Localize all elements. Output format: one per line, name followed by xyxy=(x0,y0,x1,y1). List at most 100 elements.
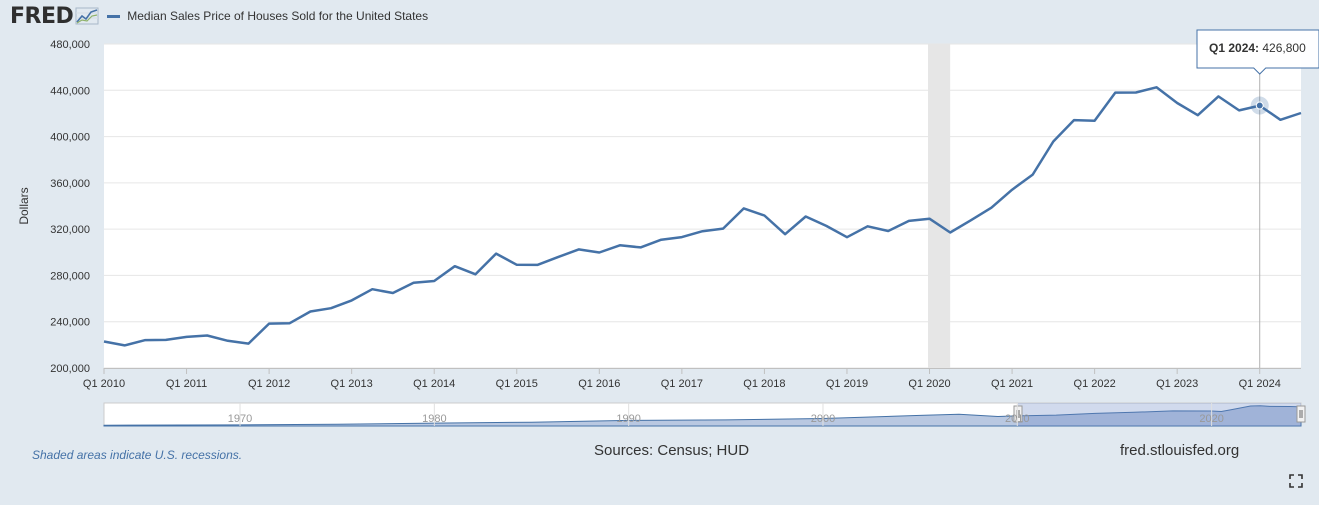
data-point[interactable] xyxy=(1195,112,1201,118)
data-point[interactable] xyxy=(472,271,478,277)
series-line xyxy=(103,86,1302,347)
hover-point xyxy=(1255,101,1264,110)
legend-swatch xyxy=(107,14,121,18)
data-point[interactable] xyxy=(390,290,396,296)
data-point[interactable] xyxy=(534,262,540,268)
data-point[interactable] xyxy=(431,278,437,284)
data-point[interactable] xyxy=(1092,118,1098,124)
data-point[interactable] xyxy=(142,337,148,343)
x-tick-label: Q1 2013 xyxy=(331,378,373,390)
data-point[interactable] xyxy=(514,262,520,268)
x-tick-label: Q1 2021 xyxy=(991,378,1033,390)
data-point[interactable] xyxy=(1112,90,1118,96)
data-point[interactable] xyxy=(328,305,334,311)
x-tick-label: Q1 2020 xyxy=(908,378,950,390)
data-point[interactable] xyxy=(658,237,664,243)
tooltip-text: Q1 2024: 426,800 xyxy=(1209,41,1306,55)
data-point[interactable] xyxy=(555,254,561,260)
x-tick-label: Q1 2023 xyxy=(1156,378,1198,390)
navigator-tick-label: 1990 xyxy=(616,413,640,425)
data-point[interactable] xyxy=(927,216,933,222)
data-point[interactable] xyxy=(245,341,251,347)
data-point[interactable] xyxy=(968,217,974,223)
data-point[interactable] xyxy=(493,251,499,257)
y-tick-label: 280,000 xyxy=(50,270,90,282)
x-tick-label: Q1 2018 xyxy=(743,378,785,390)
series-legend[interactable]: Median Sales Price of Houses Sold for th… xyxy=(107,9,428,23)
data-point[interactable] xyxy=(617,242,623,248)
data-point[interactable] xyxy=(122,342,128,348)
data-point[interactable] xyxy=(885,228,891,234)
x-tick-label: Q1 2011 xyxy=(166,378,207,390)
recession-note: Shaded areas indicate U.S. recessions. xyxy=(32,448,243,462)
y-axis-label: Dollars xyxy=(17,187,31,224)
chart: 200,000 240,000 280,000 320,000 360,000 400,0… xyxy=(17,29,1319,427)
data-point[interactable] xyxy=(988,205,994,211)
data-point[interactable] xyxy=(225,338,231,344)
tooltip-date: Q1 2024: xyxy=(1209,41,1262,55)
legend-label: Median Sales Price of Houses Sold for th… xyxy=(127,9,429,23)
data-point[interactable] xyxy=(1215,93,1221,99)
data-point[interactable] xyxy=(761,212,767,218)
data-point[interactable] xyxy=(638,244,644,250)
data-point[interactable] xyxy=(1009,187,1015,193)
navigator-selection[interactable] xyxy=(1018,403,1301,426)
data-point[interactable] xyxy=(266,321,272,327)
data-point[interactable] xyxy=(411,280,417,286)
fred-logo[interactable]: FRED xyxy=(10,4,99,29)
x-tick-label: Q1 2015 xyxy=(496,378,538,390)
data-point[interactable] xyxy=(906,218,912,224)
data-point[interactable] xyxy=(1071,117,1077,123)
data-point[interactable] xyxy=(865,223,871,229)
data-point[interactable] xyxy=(184,334,190,340)
data-point[interactable] xyxy=(782,231,788,237)
data-point[interactable] xyxy=(452,263,458,269)
tooltip-box xyxy=(1196,29,1319,75)
data-point[interactable] xyxy=(823,223,829,229)
data-point[interactable] xyxy=(307,309,313,315)
data-point[interactable] xyxy=(369,286,375,292)
fullscreen-icon[interactable] xyxy=(1289,474,1303,488)
data-point[interactable] xyxy=(1174,100,1180,106)
data-point[interactable] xyxy=(803,214,809,220)
navigator-handle-left[interactable] xyxy=(1013,405,1023,423)
data-point[interactable] xyxy=(1050,139,1056,145)
line-chart-icon xyxy=(75,7,99,25)
y-tick-label: 240,000 xyxy=(50,317,90,329)
data-point[interactable] xyxy=(1236,107,1242,113)
data-point[interactable] xyxy=(163,337,169,343)
data-point[interactable] xyxy=(1154,84,1160,90)
data-point[interactable] xyxy=(1277,117,1283,123)
navigator-handle-right[interactable] xyxy=(1296,405,1306,423)
fred-url-link[interactable]: fred.stlouisfed.org xyxy=(1120,442,1240,459)
data-point[interactable] xyxy=(576,246,582,252)
data-point[interactable] xyxy=(720,226,726,232)
data-point[interactable] xyxy=(349,297,355,303)
x-tick-label: Q1 2016 xyxy=(578,378,620,390)
chart-header: FRED Median Sales Price of Houses Sold f… xyxy=(10,2,428,30)
x-tick-label: Q1 2010 xyxy=(83,378,125,390)
data-point[interactable] xyxy=(947,229,953,235)
data-point[interactable] xyxy=(1133,89,1139,95)
navigator-tick-label: 2000 xyxy=(811,413,835,425)
data-point[interactable] xyxy=(700,228,706,234)
navigator-tick-label: 1980 xyxy=(422,413,446,425)
data-point[interactable] xyxy=(844,234,850,240)
data-point[interactable] xyxy=(1298,110,1304,116)
data-point[interactable] xyxy=(679,234,685,240)
data-point[interactable] xyxy=(596,250,602,256)
x-tick-label: Q1 2022 xyxy=(1074,378,1116,390)
navigator-series xyxy=(103,405,1302,427)
data-point[interactable] xyxy=(101,339,107,345)
x-tick-label: Q1 2017 xyxy=(661,378,703,390)
data-point[interactable] xyxy=(1030,172,1036,178)
y-tick-label: 400,000 xyxy=(50,132,90,144)
fred-wordmark: FRED xyxy=(10,3,74,29)
data-point[interactable] xyxy=(204,332,210,338)
y-tick-label: 320,000 xyxy=(50,224,90,236)
data-point[interactable] xyxy=(287,320,293,326)
x-tick-label: Q1 2019 xyxy=(826,378,868,390)
data-point[interactable] xyxy=(741,205,747,211)
x-tick-label: Q1 2024 xyxy=(1239,378,1281,390)
navigator-tick-label: 1970 xyxy=(228,413,252,425)
